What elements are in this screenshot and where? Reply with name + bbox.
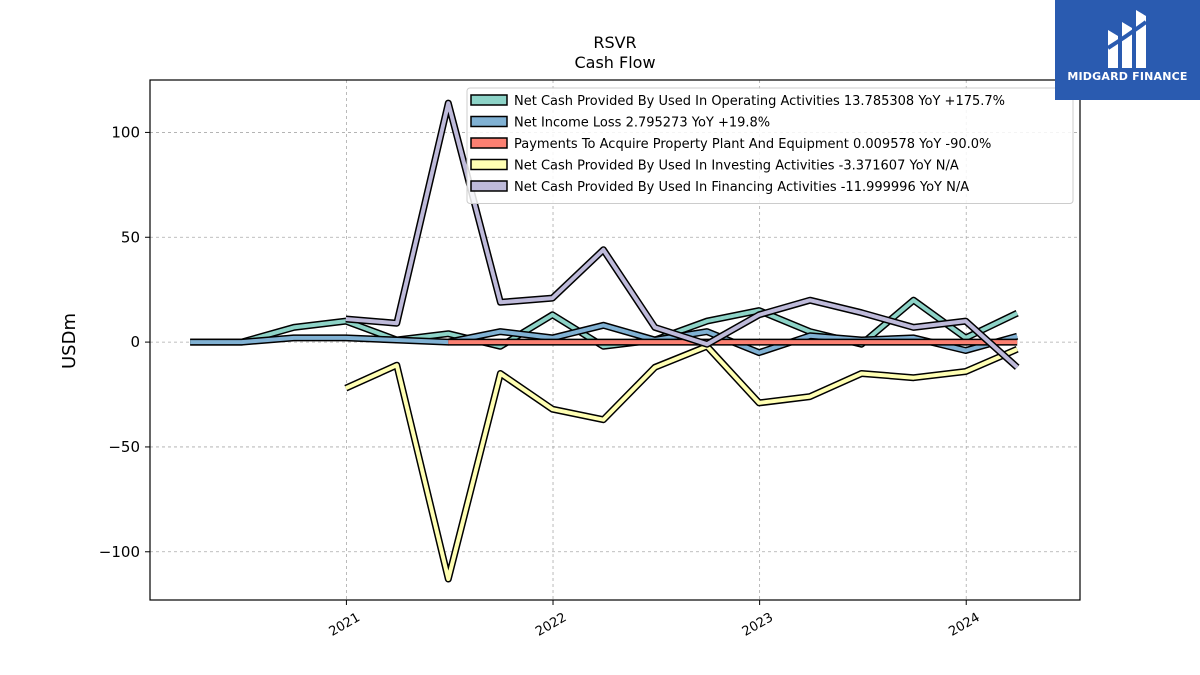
x-tick-label: 2024 bbox=[946, 610, 982, 640]
x-tick-label: 2022 bbox=[533, 610, 569, 640]
legend-swatch bbox=[470, 94, 508, 106]
legend-label: Payments To Acquire Property Plant And E… bbox=[514, 137, 991, 152]
legend-label: Net Cash Provided By Used In Operating A… bbox=[514, 94, 1005, 109]
y-axis-label: USDm bbox=[59, 313, 80, 369]
series-line-stroke bbox=[190, 298, 1019, 349]
legend-swatch bbox=[470, 115, 508, 128]
legend-label: Net Income Loss 2.795273 YoY +19.8% bbox=[514, 116, 770, 131]
y-tick-label: −100 bbox=[99, 543, 140, 561]
series-line-1 bbox=[190, 296, 1019, 350]
x-axis-ticks: 2021 2022 2023 2024 bbox=[327, 600, 983, 640]
legend-box bbox=[466, 87, 1074, 204]
legend-label: Net Cash Provided By Used In Financing A… bbox=[514, 180, 969, 195]
brand-name: MIDGARD FINANCE bbox=[1067, 70, 1188, 83]
x-tick-label: 2021 bbox=[327, 610, 363, 640]
series-line-stroke bbox=[345, 101, 1019, 369]
series-line-5 bbox=[345, 99, 1020, 370]
y-tick-label: 0 bbox=[130, 333, 140, 351]
plot-frame bbox=[149, 79, 1081, 601]
legend-swatch bbox=[470, 137, 508, 149]
y-tick-label: 100 bbox=[111, 123, 140, 141]
midgard-logo-icon bbox=[1106, 10, 1148, 68]
series-line-4 bbox=[344, 342, 1019, 583]
y-tick-label: 50 bbox=[121, 228, 140, 246]
y-axis-ticks: 100 50 0 −50 −100 bbox=[99, 123, 150, 561]
y-tick-label: −50 bbox=[108, 438, 140, 456]
legend-swatch bbox=[470, 180, 508, 192]
legend-swatch bbox=[470, 158, 508, 171]
series-lines bbox=[190, 99, 1020, 583]
chart-subtitle: Cash Flow bbox=[574, 53, 655, 72]
series-line-stroke bbox=[344, 344, 1018, 581]
series-line-outline bbox=[344, 342, 1019, 583]
chart-title: RSVR bbox=[593, 33, 636, 52]
x-tick-label: 2023 bbox=[740, 610, 776, 640]
legend-label: Net Cash Provided By Used In Investing A… bbox=[514, 159, 959, 174]
legend: Net Cash Provided By Used In Operating A… bbox=[466, 87, 1074, 204]
brand-logo: MIDGARD FINANCE bbox=[1055, 0, 1200, 100]
